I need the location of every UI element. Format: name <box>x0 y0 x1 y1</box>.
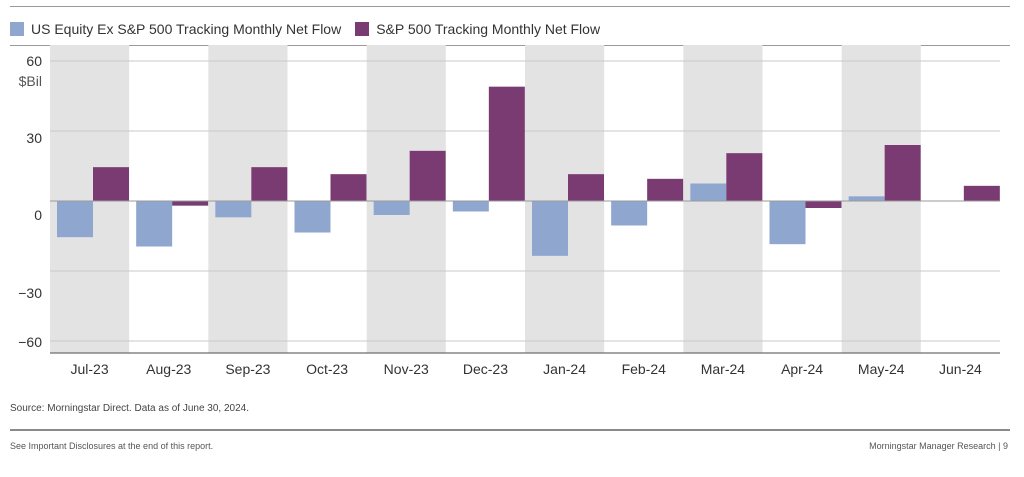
legend-swatch-us-equity <box>10 22 24 36</box>
bar-us-equity-mar-24 <box>690 183 727 201</box>
net-flow-bar-chart: 60 30 0 −30 −60 $Bil Jul-23 Aug-23 Sep-23 Oct-23 N… <box>18 45 1000 377</box>
bar-sp500-jan-24 <box>568 174 604 201</box>
footer-disclosures: See Important Disclosures at the end of … <box>10 441 214 451</box>
bar-us-equity-may-24 <box>848 196 885 201</box>
bottom-rule <box>10 429 1010 431</box>
bar-sp500-apr-24 <box>805 201 842 208</box>
bar-sp500-nov-23 <box>409 150 446 201</box>
bar-us-equity-nov-23 <box>373 201 410 215</box>
legend-swatch-sp500 <box>355 22 370 36</box>
bar-us-equity-feb-24 <box>611 201 648 226</box>
bar-sp500-feb-24 <box>647 178 684 201</box>
bar-us-equity-oct-23 <box>294 201 331 233</box>
x-tick-label: Nov-23 <box>384 361 429 377</box>
y-tick-label: −30 <box>18 285 42 301</box>
x-tick-label: Oct-23 <box>306 361 348 377</box>
source-note: Source: Morningstar Direct. Data as of J… <box>10 403 250 414</box>
x-tick-label: Mar-24 <box>701 361 746 377</box>
bar-sp500-jul-23 <box>93 167 129 201</box>
x-tick-label: Dec-23 <box>463 361 508 377</box>
x-tick-label: May-24 <box>858 361 905 377</box>
bar-us-equity-jul-23 <box>57 201 93 238</box>
bar-sp500-mar-24 <box>726 153 763 201</box>
bar-sp500-oct-23 <box>330 174 367 201</box>
bar-sp500-jun-24 <box>963 185 1000 201</box>
x-tick-label: Feb-24 <box>622 361 667 377</box>
y-tick-label: −60 <box>18 334 42 350</box>
bar-us-equity-apr-24 <box>769 201 806 245</box>
y-axis-unit-label: $Bil <box>19 73 42 89</box>
y-tick-label: 60 <box>26 53 42 69</box>
bar-us-equity-sep-23 <box>215 201 252 218</box>
chart-legend: US Equity Ex S&P 500 Tracking Monthly Ne… <box>10 16 600 42</box>
legend-item-sp500: S&P 500 Tracking Monthly Net Flow <box>355 21 600 37</box>
x-tick-label: Jul-23 <box>71 361 109 377</box>
x-tick-label: Sep-23 <box>225 361 270 377</box>
legend-item-us-equity: US Equity Ex S&P 500 Tracking Monthly Ne… <box>10 21 341 37</box>
bar-sp500-may-24 <box>884 145 921 201</box>
footer-page-label: Morningstar Manager Research | 9 <box>869 441 1008 451</box>
bar-sp500-dec-23 <box>488 86 525 201</box>
x-tick-label: Aug-23 <box>146 361 191 377</box>
x-tick-label: Jan-24 <box>543 361 586 377</box>
bar-sp500-sep-23 <box>251 167 288 201</box>
bar-sp500-aug-23 <box>172 201 209 206</box>
y-tick-label: 30 <box>26 130 42 146</box>
legend-label-sp500: S&P 500 Tracking Monthly Net Flow <box>376 21 601 37</box>
x-tick-label: Jun-24 <box>939 361 982 377</box>
x-tick-label: Apr-24 <box>781 361 823 377</box>
bar-us-equity-jan-24 <box>532 201 568 256</box>
legend-label-us-equity: US Equity Ex S&P 500 Tracking Monthly Ne… <box>31 21 342 37</box>
y-tick-label: 0 <box>34 207 42 223</box>
top-rule <box>10 6 1010 7</box>
bar-us-equity-dec-23 <box>452 201 489 212</box>
legend-rule <box>10 45 1010 46</box>
bar-us-equity-aug-23 <box>136 201 173 247</box>
